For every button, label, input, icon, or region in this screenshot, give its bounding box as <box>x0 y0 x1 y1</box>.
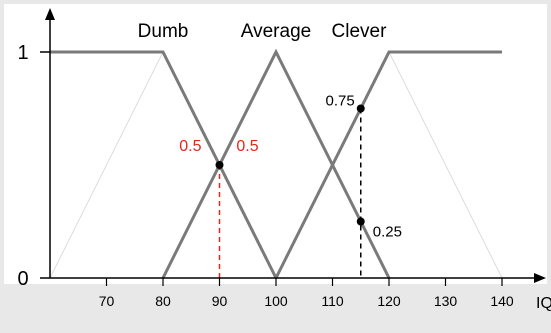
y-tick-label-0: 0 <box>17 268 28 290</box>
series-label-clever: Clever <box>332 21 388 42</box>
intersection-label-left: 0.5 <box>179 138 201 155</box>
x-axis-label: IQ <box>536 295 551 312</box>
intersection-point <box>215 161 224 169</box>
series-label-average: Average <box>241 21 311 42</box>
series-label-dumb: Dumb <box>138 21 189 42</box>
series-line-clever <box>274 50 502 279</box>
marker-point-0-25 <box>356 217 365 226</box>
x-tick-label-80: 80 <box>155 293 171 309</box>
marker-label-0-75: 0.75 <box>326 93 355 110</box>
series-line-dumb <box>50 50 278 279</box>
x-tick-label-130: 130 <box>434 293 458 309</box>
x-tick-label-100: 100 <box>264 293 288 309</box>
x-tick-label-90: 90 <box>212 293 228 309</box>
faint-guide-left <box>49 51 164 279</box>
x-tick-label-110: 110 <box>321 293 344 309</box>
marker-point-0-75 <box>356 104 365 113</box>
x-axis-arrow <box>534 273 546 283</box>
x-tick-label-70: 70 <box>99 293 115 309</box>
y-tick-label-1: 1 <box>17 42 28 64</box>
plot-background <box>4 4 547 284</box>
x-tick-label-120: 120 <box>377 293 401 309</box>
intersection-label-right: 0.5 <box>236 138 258 155</box>
marker-label-0-25: 0.25 <box>373 224 402 241</box>
faint-guide-right <box>388 51 503 279</box>
y-axis-arrow <box>45 8 55 20</box>
x-tick-label-140: 140 <box>490 293 514 309</box>
series-line-average <box>161 48 391 279</box>
